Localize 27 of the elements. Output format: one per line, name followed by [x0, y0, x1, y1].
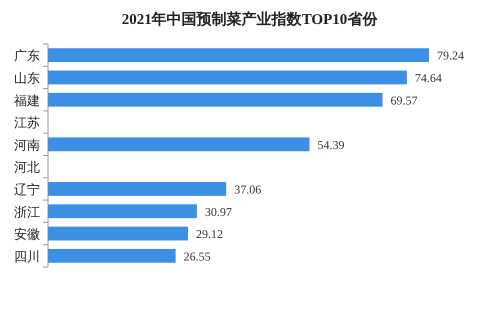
y-tick-label: 四川	[14, 248, 40, 264]
y-tick-label: 河南	[14, 137, 40, 152]
bar	[48, 204, 197, 218]
data-label: 29.12	[196, 227, 224, 242]
y-tick-label: 山东	[14, 70, 40, 86]
data-label: 37.06	[234, 182, 262, 196]
bar	[48, 48, 429, 62]
y-tick-label: 浙江	[14, 204, 40, 220]
data-label: 74.64	[414, 70, 442, 85]
y-tick-label: 江苏	[14, 115, 40, 130]
bar	[48, 226, 188, 240]
y-tick-label: 广东	[14, 48, 40, 64]
y-tick-label: 河北	[14, 160, 40, 175]
y-tick-label: 安徽	[14, 226, 40, 242]
data-label: 79.24	[437, 48, 464, 63]
bar	[48, 92, 383, 107]
data-label: 30.97	[204, 204, 232, 219]
bar	[48, 182, 226, 196]
bar	[48, 70, 407, 84]
data-label: 54.39	[318, 138, 345, 152]
chart-title: 2021年中国预制菜产业指数TOP10省份	[122, 11, 378, 28]
y-tick-label: 辽宁	[14, 182, 40, 197]
data-label: 26.55	[184, 249, 211, 264]
bar	[48, 248, 176, 263]
bar	[48, 137, 310, 152]
data-label: 69.57	[390, 93, 418, 108]
y-tick-label: 福建	[14, 92, 40, 108]
